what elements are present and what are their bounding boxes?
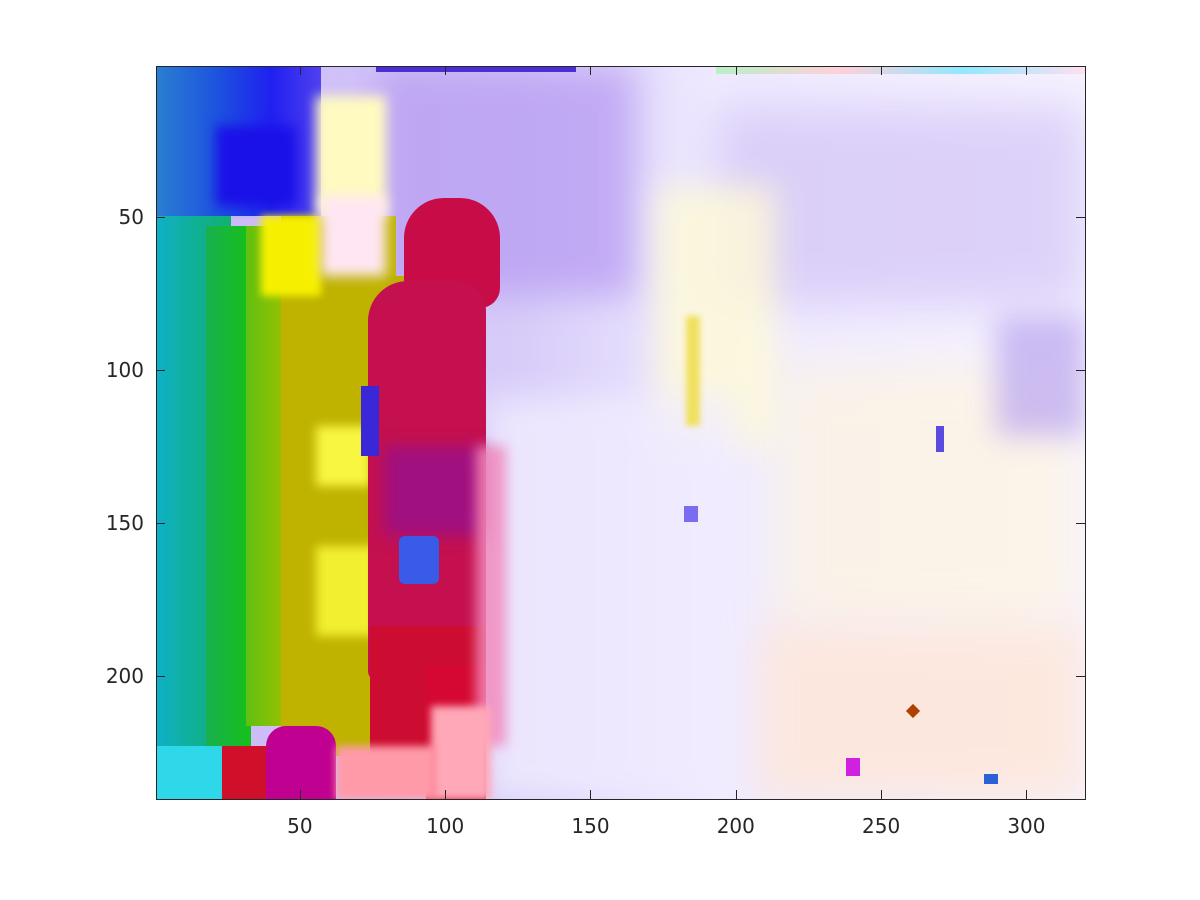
x-tick-mark-bottom: [445, 790, 447, 799]
x-tick-label: 250: [862, 814, 901, 838]
x-tick-mark-top: [1026, 66, 1028, 75]
x-tick-mark-bottom: [735, 790, 737, 799]
blue-speck: [684, 506, 698, 522]
magenta-speck: [846, 758, 860, 776]
blue-speck: [936, 426, 944, 452]
x-tick-label: 50: [287, 814, 313, 838]
x-tick-mark-bottom: [590, 790, 592, 799]
x-tick-mark-top: [735, 66, 737, 75]
blue-patch: [399, 536, 439, 584]
x-tick-mark-bottom: [881, 790, 883, 799]
pink-edge: [431, 706, 491, 800]
pale-pink-region: [756, 626, 1086, 800]
y-tick-label: 200: [105, 664, 144, 689]
x-tick-mark-bottom: [1026, 790, 1028, 799]
x-tick-mark-top: [590, 66, 592, 75]
top-strip: [376, 66, 576, 72]
lavender-region: [996, 316, 1086, 436]
x-tick-mark-top: [299, 66, 301, 75]
y-tick-label: 150: [105, 511, 144, 536]
blue-region: [216, 126, 296, 206]
y-tick-mark-right: [1076, 370, 1085, 372]
y-tick-mark-left: [156, 676, 165, 678]
y-tick-mark-right: [1076, 217, 1085, 219]
green-region: [206, 226, 251, 746]
x-tick-mark-bottom: [299, 790, 301, 799]
cyan-region: [156, 746, 226, 800]
x-tick-mark-top: [445, 66, 447, 75]
flow-image: [156, 66, 1086, 800]
y-tick-label: 50: [118, 205, 144, 230]
yellow-region: [316, 546, 376, 636]
pale-white-region: [486, 396, 736, 800]
magenta-region: [384, 446, 484, 536]
lavender-region: [716, 106, 1086, 306]
top-strip: [716, 66, 1086, 74]
y-tick-mark-right: [1076, 676, 1085, 678]
x-tick-label: 200: [716, 814, 755, 838]
yellow-region: [261, 216, 321, 296]
blue-speck: [984, 774, 998, 784]
x-tick-label: 300: [1007, 814, 1046, 838]
pink-region: [336, 746, 436, 800]
pale-pink-region: [321, 196, 386, 276]
magenta-region: [266, 726, 336, 800]
pink-edge: [476, 446, 506, 746]
x-tick-label: 100: [426, 814, 465, 838]
y-tick-mark-left: [156, 370, 165, 372]
blue-patch: [361, 386, 379, 456]
y-tick-mark-right: [1076, 523, 1085, 525]
x-tick-mark-top: [881, 66, 883, 75]
yellow-speck: [686, 316, 700, 426]
y-tick-label: 100: [105, 358, 144, 383]
y-tick-mark-left: [156, 523, 165, 525]
x-tick-label: 150: [571, 814, 610, 838]
y-tick-mark-left: [156, 217, 165, 219]
